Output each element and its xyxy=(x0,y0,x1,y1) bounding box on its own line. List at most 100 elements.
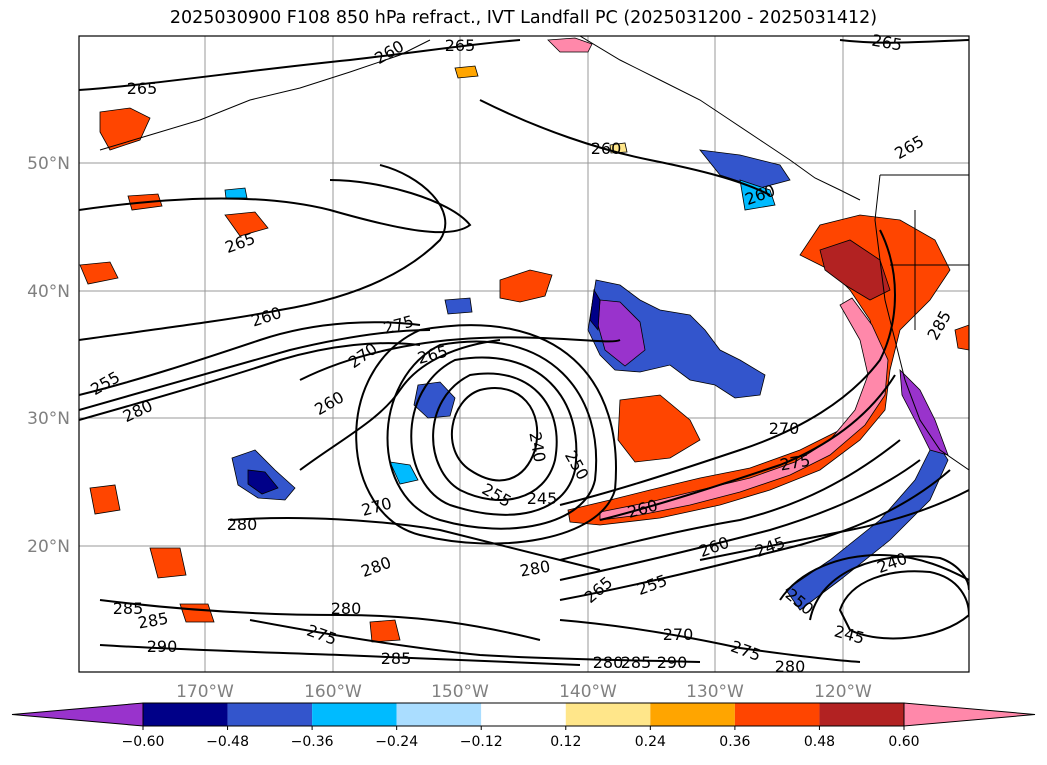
contour-label: 260 xyxy=(591,139,622,158)
contour-label: 290 xyxy=(657,653,688,672)
colorbar-swatches xyxy=(11,702,1036,727)
patch-pos-sw3 xyxy=(369,619,401,643)
contour-label: 285 xyxy=(621,653,652,672)
patch-pos-top xyxy=(547,37,593,53)
contour-label: 265 xyxy=(445,36,476,55)
colorbar-extend-high xyxy=(903,702,1036,727)
patch-neg-small1 xyxy=(389,461,419,485)
patch-pos-west5 xyxy=(89,484,121,515)
colorbar-tick-label: 0.24 xyxy=(635,734,666,750)
patch-pos-west2 xyxy=(224,211,269,237)
colorbar-tick-label: 0.36 xyxy=(719,734,750,750)
contour-west-260 xyxy=(79,164,447,341)
patch-neg-coast xyxy=(899,368,949,456)
contour-sw-245 xyxy=(699,489,969,561)
colorbar-outline xyxy=(142,702,905,727)
colorbar-segment xyxy=(396,703,482,726)
contour-label: 285 xyxy=(381,649,412,668)
colorbar-tick-label: −0.48 xyxy=(206,734,249,750)
colorbar: −0.60 −0.48 −0.36 −0.24 −0.12 0.12 0.24 0.36 0.4… xyxy=(11,702,1036,750)
patch-pos-small3 xyxy=(954,324,969,351)
patch-neg-central-dark xyxy=(589,288,601,332)
colorbar-tick-label: −0.24 xyxy=(375,734,418,750)
contour-sw-260 xyxy=(559,439,901,561)
contour-label: 265 xyxy=(127,79,158,98)
contour-south-270 xyxy=(559,619,861,663)
map-title: 2025030900 F108 850 hPa refract., IVT La… xyxy=(169,8,878,28)
patch-pos-ar-inner xyxy=(819,239,891,301)
contour-se-240 xyxy=(838,570,969,640)
colorbar-tick-label: 0.60 xyxy=(888,734,919,750)
ivt-contours xyxy=(79,39,969,666)
contour-ne-265 xyxy=(839,39,969,44)
contour-label: 270 xyxy=(663,625,694,644)
contour-label: 290 xyxy=(147,637,178,656)
patch-pos-sw2 xyxy=(179,603,215,623)
contour-ar-275 xyxy=(599,374,896,521)
patch-neg-central-core xyxy=(597,299,646,367)
lat-label-50n: 50°N xyxy=(27,154,70,174)
lon-label-130w: 130°W xyxy=(686,682,744,702)
patch-pos-west1 xyxy=(79,261,119,285)
contour-mid-270 xyxy=(299,339,501,471)
contour-cutoff-240 xyxy=(451,387,539,482)
patch-neg-cutoff xyxy=(413,381,456,419)
contour-sw-255 xyxy=(559,459,921,581)
contour-se-250 xyxy=(779,553,969,601)
coast-alaska-bc xyxy=(579,36,861,201)
contour-jet-280 xyxy=(79,342,421,421)
lon-label-120w: 120°W xyxy=(814,682,872,702)
patch-pos-sw1 xyxy=(149,547,187,579)
contour-south-285 xyxy=(99,599,541,641)
patch-pos-small1 xyxy=(454,65,479,79)
contour-se-245 xyxy=(809,555,969,621)
patch-pos-ar-band xyxy=(567,214,951,526)
patch-neg-small-west1 xyxy=(224,187,248,199)
contour-mid-265 xyxy=(299,336,621,381)
contour-sw-265 xyxy=(559,469,951,601)
patch-neg-bc xyxy=(699,149,791,189)
colorbar-segment xyxy=(819,703,904,726)
lon-label-140w: 140°W xyxy=(559,682,617,702)
negative-anomaly-patches xyxy=(224,149,949,611)
colorbar-tick-label: −0.12 xyxy=(460,734,503,750)
coast-aleutians xyxy=(99,39,431,151)
colorbar-tick-label: −0.60 xyxy=(122,734,165,750)
lon-label-160w: 160°W xyxy=(304,682,362,702)
contour-cutoff-250 xyxy=(410,356,578,516)
contour-cutoff-255 xyxy=(386,340,598,530)
colorbar-tick-label: 0.12 xyxy=(550,734,581,750)
lon-label-170w: 170°W xyxy=(176,682,234,702)
patch-neg-sw-band xyxy=(785,439,949,611)
patch-pos-mid xyxy=(617,394,701,463)
contour-west-265 xyxy=(79,179,472,234)
latitude-labels: 50°N 40°N 30°N 20°N xyxy=(27,154,70,557)
colorbar-segment xyxy=(227,703,313,726)
contour-label: 285 xyxy=(113,599,144,618)
lat-label-30n: 30°N xyxy=(27,409,70,429)
positive-anomaly-patches xyxy=(79,37,969,643)
colorbar-segment xyxy=(481,703,566,726)
patch-neg-central xyxy=(587,279,766,399)
lat-label-40n: 40°N xyxy=(27,282,70,302)
contour-north-260 xyxy=(479,99,771,196)
map-frame xyxy=(78,35,970,673)
contour-south-275 xyxy=(249,619,701,663)
colorbar-segment xyxy=(734,703,820,726)
contour-jet-255 xyxy=(79,321,421,396)
contour-label: 270 xyxy=(769,419,800,438)
contour-label: 280 xyxy=(331,599,362,618)
patch-pos-north xyxy=(499,269,553,303)
longitude-labels: 170°W 160°W 150°W 140°W 130°W 120°W xyxy=(176,682,872,702)
lat-label-20n: 20°N xyxy=(27,537,70,557)
patch-pos-ar-core xyxy=(599,297,889,521)
colorbar-labels: −0.60 −0.48 −0.36 −0.24 −0.12 0.12 0.24 0.36 0.4… xyxy=(122,726,920,750)
contour-cutoff-245 xyxy=(432,372,558,501)
contour-north-265 xyxy=(79,39,521,91)
contour-jet-275 xyxy=(79,329,431,411)
contour-south-290 xyxy=(99,644,581,666)
patch-pos-west3 xyxy=(99,107,151,151)
map-panel: 265 260 265 265 260 265 260 265 260 255 … xyxy=(78,31,970,676)
patch-neg-small-mid xyxy=(444,297,473,315)
contour-cutoff-260 xyxy=(355,324,617,545)
